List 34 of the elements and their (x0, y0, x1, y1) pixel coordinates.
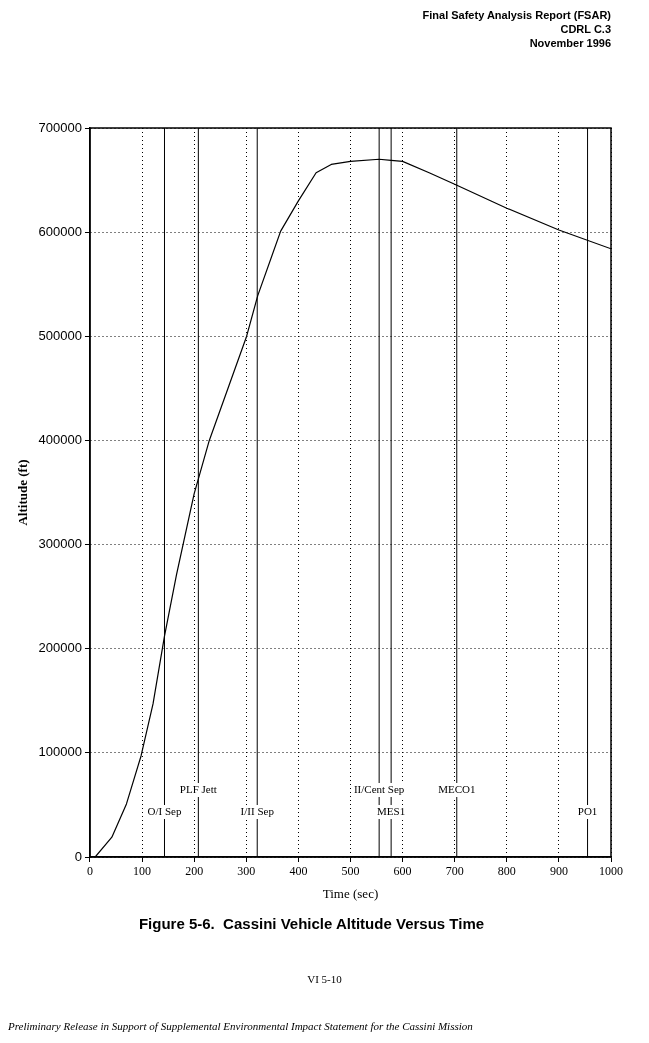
x-tick-label: 100 (133, 864, 152, 879)
y-tick-label: 500000 (38, 327, 82, 343)
ref-line-label: II/Cent Sep (353, 782, 405, 795)
y-tick-label: 200000 (38, 640, 82, 656)
x-tick-label: 500 (341, 864, 360, 879)
ref-line-label: MECO1 (438, 782, 476, 795)
text: Final Safety Analysis Report (FSAR) (422, 8, 611, 22)
x-tick-label: 400 (289, 864, 308, 879)
x-tick-label: 300 (237, 864, 256, 879)
x-tick-label: 800 (497, 864, 516, 879)
x-tick-label: 1000 (599, 864, 623, 879)
text: November 1996 (528, 36, 611, 50)
y-tick-label: 400000 (38, 432, 82, 448)
ref-line-label: MES1 (377, 804, 406, 817)
text: CDRL C.3 (559, 22, 611, 36)
text: Figure 5-6. Cassini Vehicle Altitude Versus Time (138, 915, 485, 933)
text: VI 5-10 (306, 973, 343, 985)
y-tick-label: 100000 (38, 744, 82, 760)
text: Preliminary Release in Support of Supplemental Environmental Impact Statement for the Cassini Mission (8, 1020, 473, 1032)
x-tick-label: 600 (393, 864, 412, 879)
x-tick-label: 900 (549, 864, 568, 879)
x-axis-title: Time (sec) (322, 885, 379, 901)
ref-line-label: PLF Jett (179, 782, 217, 795)
y-tick-label: 300000 (38, 536, 82, 552)
ref-line-label: I/II Sep (240, 804, 275, 817)
y-tick-label: 0 (74, 848, 82, 864)
y-tick-label: 600000 (38, 223, 82, 239)
y-axis-title: Altitude (ft) (15, 459, 31, 526)
ref-line-label: O/I Sep (147, 804, 182, 817)
x-tick-label: 700 (445, 864, 464, 879)
ref-line-label: PO1 (577, 804, 598, 817)
x-tick-label: 0 (86, 864, 93, 879)
y-tick-label: 700000 (38, 119, 82, 135)
x-tick-label: 200 (185, 864, 204, 879)
